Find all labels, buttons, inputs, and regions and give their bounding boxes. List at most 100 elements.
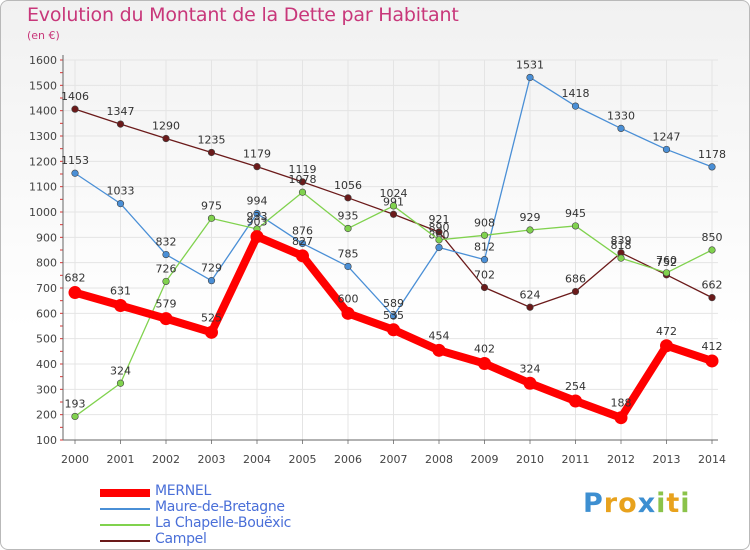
- data-label-campel: 1119: [289, 163, 317, 176]
- point-maure-de-bretagne: [344, 262, 352, 271]
- data-label-mernel: 827: [292, 235, 313, 248]
- data-label-mernel: 579: [156, 298, 177, 311]
- data-label-la-chapelle-bou-xic: 933: [247, 210, 268, 223]
- brand-letter: t: [666, 488, 681, 519]
- brand-letter: i: [656, 488, 667, 519]
- point-la-chapelle-bou-xic: [526, 226, 534, 234]
- legend-label: MERNEL: [155, 483, 211, 499]
- point-mernel: [387, 323, 400, 337]
- point-mernel: [250, 230, 264, 244]
- point-campel: [71, 105, 79, 113]
- x-tick-label: 2006: [334, 453, 362, 466]
- legend-swatch: [100, 524, 150, 526]
- point-la-chapelle-bou-xic: [480, 231, 489, 239]
- point-mernel: [205, 325, 218, 339]
- y-tick-label: 1100: [29, 181, 57, 194]
- data-label-mernel: 525: [201, 311, 222, 324]
- y-tick-label: 800: [36, 257, 57, 270]
- point-campel: [207, 148, 216, 157]
- data-label-maure-de-bretagne: 1178: [698, 148, 726, 161]
- brand-letter: P: [583, 488, 604, 519]
- x-tick-label: 2012: [607, 453, 635, 466]
- point-campel: [571, 287, 580, 296]
- data-label-la-chapelle-bou-xic: 324: [110, 364, 131, 377]
- point-maure-de-bretagne: [116, 200, 125, 208]
- data-label-maure-de-bretagne: 1033: [107, 185, 135, 198]
- data-label-maure-de-bretagne: 785: [338, 247, 359, 260]
- y-tick-label: 1500: [29, 79, 57, 92]
- data-label-la-chapelle-bou-xic: 818: [611, 239, 632, 252]
- data-label-campel: 991: [383, 195, 404, 208]
- point-mernel: [523, 376, 537, 390]
- data-label-la-chapelle-bou-xic: 1078: [289, 173, 317, 186]
- x-tick-label: 2001: [107, 453, 135, 466]
- y-tick-label: 1300: [29, 130, 57, 143]
- brand-letter: r: [603, 488, 619, 519]
- data-label-mernel: 631: [110, 284, 131, 297]
- point-campel: [480, 283, 489, 292]
- point-la-chapelle-bou-xic: [71, 412, 79, 421]
- x-tick-label: 2011: [562, 453, 590, 466]
- data-label-mernel: 472: [656, 325, 677, 338]
- point-la-chapelle-bou-xic: [617, 254, 625, 262]
- chart-title: Evolution du Montant de la Dette par Hab…: [27, 4, 459, 26]
- data-label-maure-de-bretagne: 832: [156, 236, 177, 249]
- legend-swatch: [100, 489, 150, 497]
- data-label-maure-de-bretagne: 1247: [653, 130, 681, 143]
- data-label-campel: 662: [702, 279, 723, 292]
- data-label-la-chapelle-bou-xic: 1024: [380, 187, 408, 200]
- point-mernel: [68, 286, 82, 300]
- point-campel: [708, 294, 716, 302]
- brand-logo: Proxiti: [583, 488, 691, 519]
- point-maure-de-bretagne: [298, 239, 307, 248]
- x-tick-label: 2002: [152, 453, 180, 466]
- point-maure-de-bretagne: [571, 102, 580, 110]
- data-label-maure-de-bretagne: 729: [201, 262, 222, 275]
- point-maure-de-bretagne: [253, 209, 261, 218]
- data-label-campel: 624: [520, 288, 541, 301]
- point-maure-de-bretagne: [480, 256, 489, 264]
- point-la-chapelle-bou-xic: [344, 224, 352, 233]
- point-mernel: [341, 306, 355, 320]
- data-label-maure-de-bretagne: 860: [429, 228, 450, 241]
- point-mernel: [114, 298, 127, 312]
- point-campel: [435, 228, 443, 236]
- x-tick-label: 2009: [471, 453, 499, 466]
- brand-letter: i: [680, 488, 691, 519]
- data-label-campel: 1056: [334, 179, 362, 192]
- point-campel: [162, 134, 170, 143]
- point-campel: [298, 178, 307, 186]
- chart-unit: (en €): [27, 29, 60, 42]
- point-la-chapelle-bou-xic: [162, 277, 170, 286]
- data-label-campel: 702: [474, 268, 495, 281]
- point-mernel: [432, 343, 446, 357]
- legend-swatch: [100, 540, 150, 542]
- point-mernel: [296, 249, 309, 263]
- point-maure-de-bretagne: [435, 243, 443, 252]
- point-campel: [116, 120, 125, 128]
- y-tick-label: 700: [36, 282, 57, 295]
- data-label-mernel: 188: [611, 397, 632, 410]
- data-label-maure-de-bretagne: 994: [247, 195, 268, 208]
- x-tick-label: 2007: [380, 453, 408, 466]
- data-label-mernel: 903: [247, 216, 268, 229]
- point-maure-de-bretagne: [71, 169, 79, 177]
- data-label-campel: 686: [565, 273, 586, 286]
- x-tick-label: 2013: [653, 453, 681, 466]
- y-tick-label: 400: [36, 358, 57, 371]
- data-label-maure-de-bretagne: 812: [474, 241, 495, 254]
- legend-swatch: [100, 508, 150, 510]
- point-la-chapelle-bou-xic: [571, 222, 580, 230]
- point-maure-de-bretagne: [526, 73, 534, 82]
- point-campel: [253, 163, 261, 171]
- data-label-maure-de-bretagne: 589: [383, 297, 404, 310]
- data-label-la-chapelle-bou-xic: 760: [656, 254, 677, 267]
- point-maure-de-bretagne: [617, 124, 625, 132]
- data-label-maure-de-bretagne: 1330: [607, 109, 635, 122]
- data-label-campel: 1347: [107, 105, 135, 118]
- y-tick-label: 1400: [29, 105, 57, 118]
- y-tick-label: 1600: [29, 54, 57, 67]
- point-mernel: [478, 356, 491, 370]
- data-label-la-chapelle-bou-xic: 945: [565, 207, 586, 220]
